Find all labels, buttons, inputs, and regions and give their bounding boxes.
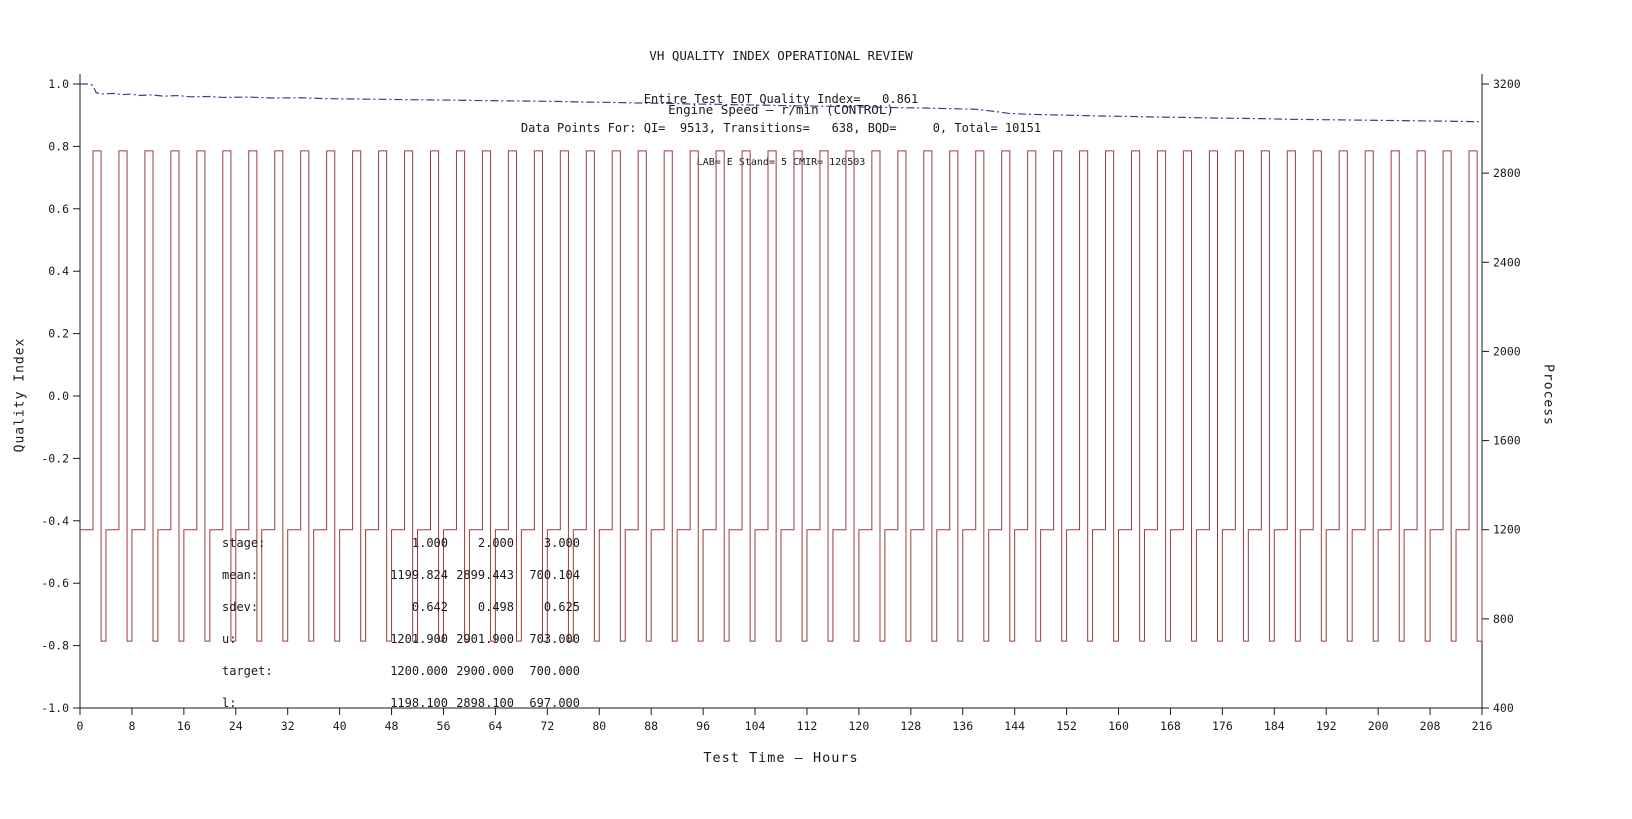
stats-row-label: l: [222, 696, 237, 710]
y-left-tick-label: 0.0 [48, 389, 69, 403]
x-tick-label: 24 [229, 719, 243, 733]
y-right-tick-label: 2800 [1493, 166, 1521, 180]
tick-labels: 1.0 0.8 0.6 0.4 0.2 0.0 -0.2 -0.4 -0.6 -0.8 -1.0 32… [41, 77, 1520, 733]
data-points-annotation: Data Points For: QI= 9513, Transitions= … [520, 121, 1042, 135]
x-tick-label: 40 [333, 719, 347, 733]
right-axis-title: Process [1540, 364, 1556, 426]
stats-value: 697.000 [529, 696, 580, 710]
stats-row-label: target: [222, 664, 273, 678]
stats-value: 2900.000 [456, 664, 514, 678]
x-tick-label: 152 [1056, 719, 1077, 733]
x-tick-label: 144 [1004, 719, 1025, 733]
stats-value: 1199.824 [390, 568, 448, 582]
stats-value: 2901.900 [456, 632, 514, 646]
y-right-tick-label: 1200 [1493, 523, 1521, 537]
y-left-tick-label: 0.2 [48, 327, 69, 341]
left-axis-title: Quality Index [12, 337, 28, 453]
y-left-tick-label: -0.2 [41, 451, 69, 465]
x-tick-label: 192 [1316, 719, 1337, 733]
stats-value: 3.000 [543, 536, 580, 550]
quality-index-line [80, 83, 1483, 123]
x-tick-label: 88 [644, 719, 658, 733]
axes [73, 74, 1489, 715]
x-tick-label: 48 [385, 719, 399, 733]
y-right-tick-label: 2400 [1493, 255, 1521, 269]
x-tick-label: 96 [696, 719, 710, 733]
stats-value: 1198.100 [390, 696, 448, 710]
y-left-tick-label: -0.6 [41, 576, 69, 590]
stats-value: 0.625 [543, 600, 580, 614]
y-right-tick-label: 400 [1493, 701, 1514, 715]
y-left-tick-label: -0.8 [41, 639, 69, 653]
y-right-tick-label: 800 [1493, 612, 1514, 626]
x-tick-label: 120 [848, 719, 869, 733]
stats-value: 1200.000 [390, 664, 448, 678]
chart-meta: LAB= E Stand= 5 CMIR= 120503 [696, 157, 866, 168]
stats-value: 2898.100 [456, 696, 514, 710]
stats-value: 700.000 [529, 664, 580, 678]
process-waveform-line [80, 150, 1483, 642]
stage-stats-table: stage: 1.000 2.000 3.000 mean: 1199.824 2899.4… [222, 527, 580, 719]
x-tick-label: 168 [1160, 719, 1181, 733]
stats-value: 703.000 [529, 632, 580, 646]
stats-value: 1201.900 [390, 632, 448, 646]
stats-value: 1.000 [411, 536, 448, 550]
stats-value: 700.104 [529, 568, 580, 582]
stats-row-label: mean: [222, 568, 259, 582]
stats-row-label: u: [222, 632, 237, 646]
y-left-tick-label: -0.4 [41, 514, 69, 528]
y-left-tick-label: 0.8 [48, 139, 69, 153]
x-tick-label: 160 [1108, 719, 1129, 733]
x-tick-label: 64 [488, 719, 502, 733]
x-tick-label: 216 [1472, 719, 1493, 733]
x-tick-label: 112 [797, 719, 818, 733]
stats-value: 2.000 [477, 536, 514, 550]
eot-quality-index-annotation: Entire Test EOT Quality Index= 0.861 [643, 92, 919, 106]
y-left-tick-label: 0.6 [48, 202, 69, 216]
y-right-tick-label: 2000 [1493, 344, 1521, 358]
stats-row-label: stage: [222, 536, 266, 550]
stats-value: 0.498 [477, 600, 514, 614]
y-left-tick-label: 1.0 [48, 77, 69, 91]
x-tick-label: 56 [437, 719, 451, 733]
x-tick-label: 0 [77, 719, 84, 733]
x-tick-label: 80 [592, 719, 606, 733]
y-right-tick-label: 1600 [1493, 434, 1521, 448]
x-tick-label: 200 [1368, 719, 1389, 733]
x-tick-label: 8 [128, 719, 135, 733]
y-left-tick-label: 0.4 [48, 264, 69, 278]
x-tick-label: 16 [177, 719, 191, 733]
stats-row-label: sdev: [222, 600, 259, 614]
x-tick-label: 32 [281, 719, 295, 733]
x-tick-label: 136 [952, 719, 973, 733]
stats-value: 0.642 [411, 600, 448, 614]
x-axis-title: Test Time – Hours [703, 750, 859, 766]
x-tick-label: 208 [1420, 719, 1441, 733]
x-tick-label: 104 [745, 719, 766, 733]
x-tick-label: 176 [1212, 719, 1233, 733]
y-right-tick-label: 3200 [1493, 77, 1521, 91]
y-left-tick-label: -1.0 [41, 701, 69, 715]
x-tick-label: 184 [1264, 719, 1285, 733]
stats-value: 2899.443 [456, 568, 514, 582]
x-tick-label: 128 [900, 719, 921, 733]
x-tick-label: 72 [540, 719, 554, 733]
chart-title: VH QUALITY INDEX OPERATIONAL REVIEW [649, 48, 913, 63]
